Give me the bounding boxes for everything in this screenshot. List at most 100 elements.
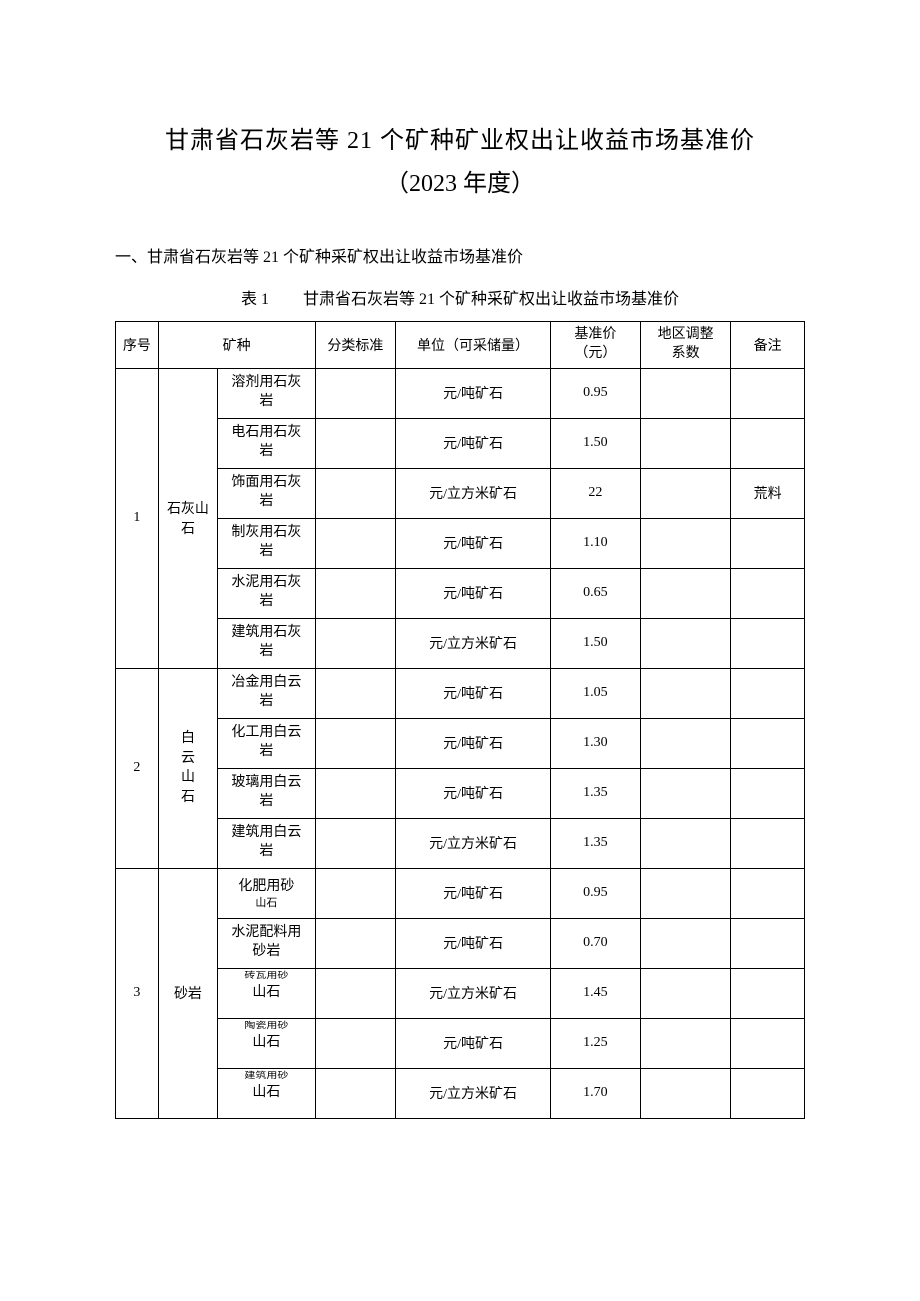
table-body: 1石灰山石溶剂用石灰岩元/吨矿石0.95电石用石灰岩元/吨矿石1.50饰面用石灰…	[116, 368, 805, 1118]
cell-classification	[315, 718, 396, 768]
cell-subcategory: 玻璃用白云岩	[218, 768, 315, 818]
col-header-price: 基准价 （元）	[550, 322, 640, 369]
cell-price: 0.70	[550, 918, 640, 968]
page-title-sub: （2023 年度）	[115, 163, 805, 198]
table-row: 建筑用白云岩元/立方米矿石1.35	[116, 818, 805, 868]
table-row: 化工用白云岩元/吨矿石1.30	[116, 718, 805, 768]
mineral-price-table: 序号 矿种 分类标准 单位（可采储量） 基准价 （元） 地区调整 系数 备注 1…	[115, 321, 805, 1119]
cell-price: 1.35	[550, 768, 640, 818]
col-header-price-line2: （元）	[574, 346, 616, 361]
cell-unit: 元/吨矿石	[396, 518, 550, 568]
col-header-region-line1: 地区调整	[658, 327, 714, 342]
cell-subcategory: 冶金用白云岩	[218, 668, 315, 718]
cell-region	[641, 468, 731, 518]
col-header-unit: 单位（可采储量）	[396, 322, 550, 369]
cell-classification	[315, 368, 396, 418]
table-row: 制灰用石灰岩 元/吨矿石1.10	[116, 518, 805, 568]
cell-classification	[315, 518, 396, 568]
cell-price: 1.70	[550, 1068, 640, 1118]
table-caption-text: 甘肃省石灰岩等 21 个矿种采矿权出让收益市场基准价	[303, 291, 679, 308]
col-header-price-line1: 基准价	[574, 327, 616, 342]
cell-note	[731, 418, 805, 468]
table-row: 建筑用石灰岩 元/立方米矿石1.50	[116, 618, 805, 668]
cell-unit: 元/立方米矿石	[396, 618, 550, 668]
cell-price: 1.05	[550, 668, 640, 718]
cell-classification	[315, 868, 396, 918]
cell-unit: 元/吨矿石	[396, 368, 550, 418]
table-row: 1石灰山石溶剂用石灰岩元/吨矿石0.95	[116, 368, 805, 418]
cell-region	[641, 718, 731, 768]
cell-subcategory: 建筑用砂山石	[218, 1068, 315, 1118]
cell-subcategory: 水泥配料用砂岩	[218, 918, 315, 968]
table-row: 建筑用砂山石 元/立方米矿石1.70	[116, 1068, 805, 1118]
cell-subcategory: 水泥用石灰岩	[218, 568, 315, 618]
col-header-classification: 分类标准	[315, 322, 396, 369]
cell-seq: 2	[116, 668, 159, 868]
cell-price: 1.50	[550, 618, 640, 668]
cell-unit: 元/立方米矿石	[396, 1068, 550, 1118]
cell-subcategory: 化肥用砂山石	[218, 868, 315, 918]
cell-price: 0.95	[550, 868, 640, 918]
cell-classification	[315, 618, 396, 668]
cell-category: 砂岩	[158, 868, 217, 1118]
table-row: 水泥配料用砂岩 元/吨矿石0.70	[116, 918, 805, 968]
cell-unit: 元/吨矿石	[396, 868, 550, 918]
cell-category: 白云山石	[158, 668, 217, 868]
cell-subcategory: 建筑用白云岩	[218, 818, 315, 868]
cell-subcategory: 电石用石灰岩	[218, 418, 315, 468]
table-row: 3砂岩化肥用砂山石元/吨矿石0.95	[116, 868, 805, 918]
cell-classification	[315, 818, 396, 868]
cell-classification	[315, 768, 396, 818]
cell-price: 1.10	[550, 518, 640, 568]
table-header-row: 序号 矿种 分类标准 单位（可采储量） 基准价 （元） 地区调整 系数 备注	[116, 322, 805, 369]
cell-subcategory: 陶瓷用砂山石	[218, 1018, 315, 1068]
table-row: 水泥用石灰岩元/吨矿石0.65	[116, 568, 805, 618]
cell-note	[731, 1018, 805, 1068]
cell-unit: 元/吨矿石	[396, 668, 550, 718]
cell-classification	[315, 418, 396, 468]
cell-region	[641, 768, 731, 818]
table-row: 饰面用石灰岩元/立方米矿石22荒料	[116, 468, 805, 518]
col-header-region-line2: 系数	[672, 346, 700, 361]
table-row: 2白云山石冶金用白云岩元/吨矿石1.05	[116, 668, 805, 718]
cell-price: 0.95	[550, 368, 640, 418]
cell-region	[641, 668, 731, 718]
cell-region	[641, 568, 731, 618]
cell-unit: 元/立方米矿石	[396, 468, 550, 518]
cell-seq: 1	[116, 368, 159, 668]
cell-region	[641, 918, 731, 968]
cell-category: 石灰山石	[158, 368, 217, 668]
cell-price: 0.65	[550, 568, 640, 618]
cell-note	[731, 518, 805, 568]
table-row: 电石用石灰岩元/吨矿石1.50	[116, 418, 805, 468]
cell-note	[731, 618, 805, 668]
cell-unit: 元/立方米矿石	[396, 968, 550, 1018]
table-caption: 表 1 甘肃省石灰岩等 21 个矿种采矿权出让收益市场基准价	[115, 285, 805, 309]
cell-classification	[315, 668, 396, 718]
cell-classification	[315, 1018, 396, 1068]
cell-price: 1.25	[550, 1018, 640, 1068]
cell-subcategory: 制灰用石灰岩	[218, 518, 315, 568]
col-header-region: 地区调整 系数	[641, 322, 731, 369]
cell-unit: 元/吨矿石	[396, 918, 550, 968]
cell-note	[731, 818, 805, 868]
cell-subcategory: 建筑用石灰岩	[218, 618, 315, 668]
table-row: 砖瓦用砂山石 元/立方米矿石1.45	[116, 968, 805, 1018]
cell-classification	[315, 568, 396, 618]
table-caption-label: 表 1	[241, 291, 269, 308]
cell-price: 22	[550, 468, 640, 518]
cell-note	[731, 768, 805, 818]
cell-region	[641, 518, 731, 568]
cell-classification	[315, 968, 396, 1018]
cell-subcategory: 溶剂用石灰岩	[218, 368, 315, 418]
cell-subcategory: 砖瓦用砂山石	[218, 968, 315, 1018]
cell-classification	[315, 468, 396, 518]
col-header-mineral: 矿种	[158, 322, 315, 369]
cell-price: 1.45	[550, 968, 640, 1018]
cell-classification	[315, 918, 396, 968]
cell-region	[641, 418, 731, 468]
cell-region	[641, 618, 731, 668]
cell-unit: 元/吨矿石	[396, 718, 550, 768]
col-header-seq: 序号	[116, 322, 159, 369]
cell-note	[731, 668, 805, 718]
